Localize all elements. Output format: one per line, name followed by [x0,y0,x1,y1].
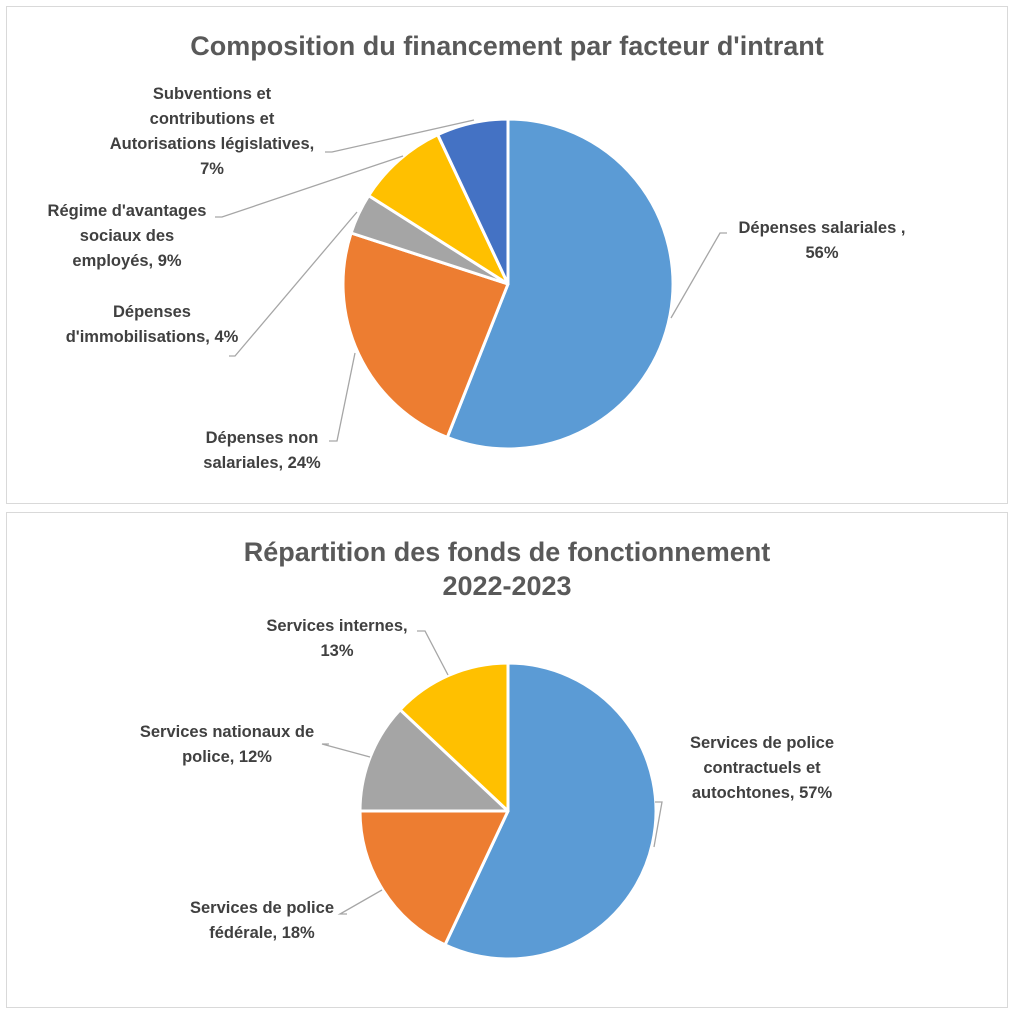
slice-label-depenses-immobilisations: Dépenses d'immobilisations, 4% [65,303,239,346]
chart-title: Composition du financement par facteur d… [190,31,824,61]
pie-slice-regime-d-avantages-sociaux-des-employes [367,133,510,286]
leader-line [329,352,356,442]
chart-title: Répartition des fonds de fonctionnement … [243,537,771,601]
leader-line [215,155,404,218]
pie-chart-funding-composition [215,117,727,451]
pie-slice-services-internes [398,661,510,813]
pie-slice-depenses-non-salariales [341,231,510,439]
pie-slice-subventions-et-contributions-et-autorisations-legislatives [436,117,510,286]
leader-line [321,743,371,758]
leader-line [325,119,475,153]
slice-label-services-internes: Services internes, 13% [266,617,408,660]
leader-line [417,630,449,676]
slice-label-subventions-contributions: Subventions et contributions et Autorisa… [109,85,315,178]
slice-label-police-federale: Services de police fédérale, 18% [190,899,334,942]
pie-slice-services-nationaux-de-police [358,708,510,813]
pie-slice-depenses-salariales [445,117,675,451]
leader-line [337,889,383,915]
slice-label-depenses-salariales: Dépenses salariales , 56% [738,219,906,262]
slice-label-services-nationaux: Services nationaux de police, 12% [139,723,315,766]
slice-label-depenses-non-salariales: Dépenses non salariales, 24% [203,429,321,472]
leader-line [229,211,358,357]
pie-slice-services-de-police-contractuels-et-autochtones [443,661,658,961]
chart-panel-operating-funds: Répartition des fonds de fonctionnement … [6,512,1008,1008]
pie-chart-operating-funds [321,630,663,961]
pie-slice-services-de-police-federale [358,809,510,947]
slice-label-police-contractuels: Services de police contractuels et autoc… [690,734,834,802]
leader-line [653,801,663,848]
chart-panel-funding-composition: Composition du financement par facteur d… [6,6,1008,504]
slice-label-regime-avantages-sociaux: Régime d'avantages sociaux des employés,… [47,202,207,270]
leader-line [670,232,727,319]
